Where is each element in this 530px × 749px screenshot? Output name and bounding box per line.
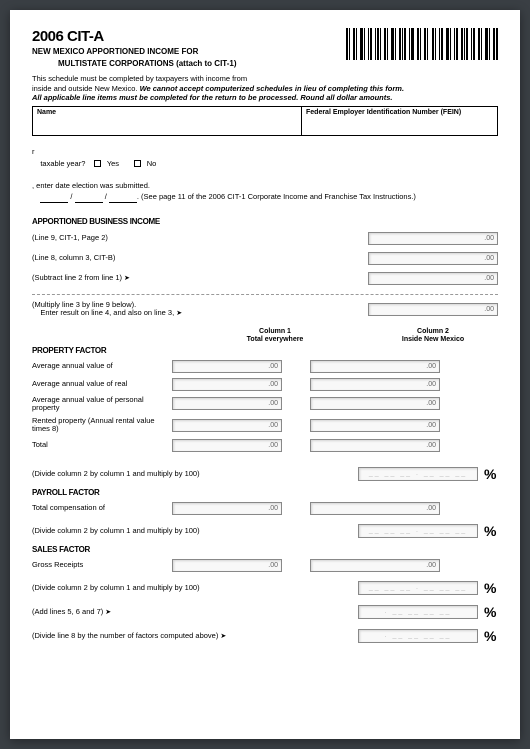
instr-2: inside and outside New Mexico. [32, 84, 140, 93]
instr-bold-2: All applicable line items must be comple… [32, 93, 392, 102]
pct-sign: % [484, 466, 498, 482]
subtitle-1: NEW MEXICO APPORTIONED INCOME FOR [32, 47, 237, 57]
no-label: No [147, 159, 157, 168]
sales-r1-c1[interactable]: .00 [172, 559, 282, 572]
taxable-year-q: taxable year? [40, 159, 85, 168]
instr-bold-1: We cannot accept computerized schedules … [140, 84, 405, 93]
abi-l4-amount[interactable]: .00 [368, 303, 498, 316]
prop-r3-c1[interactable]: .00 [172, 397, 282, 410]
stray-r: r [32, 147, 35, 156]
pct-sign: % [484, 523, 498, 539]
fein-label[interactable]: Federal Employer Identification Number (… [302, 107, 497, 135]
payroll-heading: PAYROLL FACTOR [32, 488, 498, 497]
abi-l2-label: (Line 8, column 3, CIT-B) [32, 254, 368, 263]
sales-final: (Divide line 8 by the number of factors … [32, 628, 498, 644]
form-title: 2006 CIT-A [32, 28, 237, 45]
abi-line3: (Subtract line 2 from line 1) .00 [32, 272, 498, 286]
date-yy[interactable] [109, 194, 137, 203]
sales-add-box[interactable]: . __ __ __ __ [358, 605, 478, 619]
pct-sign: % [484, 628, 498, 644]
no-checkbox[interactable] [134, 160, 141, 167]
pct-sign: % [484, 580, 498, 596]
enter-date-label: , enter date election was submitted. [32, 181, 150, 190]
form-page: 2006 CIT-A NEW MEXICO APPORTIONED INCOME… [10, 10, 520, 739]
col2-header: Column 2Inside New Mexico [368, 328, 498, 343]
col1-header: Column 1Total everywhere [210, 328, 340, 343]
prop-r5-c1[interactable]: .00 [172, 439, 282, 452]
column-headers: Column 1Total everywhere Column 2Inside … [32, 328, 498, 343]
sales-final-label: (Divide line 8 by the number of factors … [32, 631, 358, 640]
prop-r4-c1[interactable]: .00 [172, 419, 282, 432]
prop-r3-label: Average annual value of personal propert… [32, 396, 172, 413]
abi-l3-amount[interactable]: .00 [368, 272, 498, 285]
yes-label: Yes [107, 159, 119, 168]
sales-add: (Add lines 5, 6 and 7) . __ __ __ __ % [32, 604, 498, 620]
pay-divide: (Divide column 2 by column 1 and multipl… [32, 523, 498, 539]
barcode [346, 28, 498, 60]
sales-add-label: (Add lines 5, 6 and 7) [32, 607, 358, 616]
prop-divide: (Divide column 2 by column 1 and multipl… [32, 466, 498, 482]
prop-pct-box[interactable]: __ __ __ . __ __ __ [358, 467, 478, 481]
pay-r1-c1[interactable]: .00 [172, 502, 282, 515]
title-block: 2006 CIT-A NEW MEXICO APPORTIONED INCOME… [32, 28, 237, 68]
prop-r2: Average annual value of real .00 .00 [32, 378, 498, 391]
prop-r1-c2[interactable]: .00 [310, 360, 440, 373]
name-label[interactable]: Name [33, 107, 302, 135]
sales-r1-label: Gross Receipts [32, 561, 172, 569]
abi-line4: (Multiply line 3 by line 9 below). Enter… [32, 301, 498, 319]
prop-r3-c2[interactable]: .00 [310, 397, 440, 410]
pct-sign: % [484, 604, 498, 620]
abi-line2: (Line 8, column 3, CIT-B) .00 [32, 252, 498, 266]
prop-r1-label: Average annual value of [32, 362, 172, 370]
pay-pct-box[interactable]: __ __ __ . __ __ __ [358, 524, 478, 538]
sales-final-box[interactable]: . __ __ __ __ [358, 629, 478, 643]
pay-divide-label: (Divide column 2 by column 1 and multipl… [32, 526, 358, 535]
date-dd[interactable] [75, 194, 103, 203]
instr-1: This schedule must be completed by taxpa… [32, 74, 247, 83]
pay-r1: Total compensation of .00 .00 [32, 502, 498, 515]
prop-r1: Average annual value of .00 .00 [32, 360, 498, 373]
prop-divide-label: (Divide column 2 by column 1 and multipl… [32, 469, 358, 478]
prop-r1-c1[interactable]: .00 [172, 360, 282, 373]
abi-l1-label: (Line 9, CIT-1, Page 2) [32, 234, 368, 243]
prop-r4: Rented property (Annual rental value tim… [32, 417, 498, 434]
name-fein-box: Name Federal Employer Identification Num… [32, 106, 498, 136]
pay-r1-label: Total compensation of [32, 504, 172, 512]
taxable-year-block: r taxable year? Yes No , enter date elec… [32, 146, 498, 202]
date-mm[interactable] [40, 194, 68, 203]
sales-pct-box[interactable]: __ __ __ . __ __ __ [358, 581, 478, 595]
subtitle-2: MULTISTATE CORPORATIONS (attach to CIT-1… [32, 59, 237, 69]
sales-r1-c2[interactable]: .00 [310, 559, 440, 572]
sales-heading: SALES FACTOR [32, 545, 498, 554]
prop-r2-c2[interactable]: .00 [310, 378, 440, 391]
pay-r1-c2[interactable]: .00 [310, 502, 440, 515]
prop-r5-c2[interactable]: .00 [310, 439, 440, 452]
abi-l2-amount[interactable]: .00 [368, 252, 498, 265]
abi-l1-amount[interactable]: .00 [368, 232, 498, 245]
divider [32, 294, 498, 295]
abi-heading: APPORTIONED BUSINESS INCOME [32, 217, 498, 226]
sales-divide: (Divide column 2 by column 1 and multipl… [32, 580, 498, 596]
sales-r1: Gross Receipts .00 .00 [32, 559, 498, 572]
prop-r2-label: Average annual value of real [32, 380, 172, 388]
header: 2006 CIT-A NEW MEXICO APPORTIONED INCOME… [32, 28, 498, 68]
prop-r5: Total .00 .00 [32, 439, 498, 452]
prop-r4-c2[interactable]: .00 [310, 419, 440, 432]
prop-r2-c1[interactable]: .00 [172, 378, 282, 391]
prop-r4-label: Rented property (Annual rental value tim… [32, 417, 172, 434]
sales-divide-label: (Divide column 2 by column 1 and multipl… [32, 583, 358, 592]
abi-line1: (Line 9, CIT-1, Page 2) .00 [32, 232, 498, 246]
prop-r3: Average annual value of personal propert… [32, 396, 498, 413]
see-page: . (See page 11 of the 2006 CIT-1 Corpora… [137, 192, 416, 201]
abi-l3-label: (Subtract line 2 from line 1) [32, 274, 368, 283]
instructions: This schedule must be completed by taxpa… [32, 74, 498, 102]
yes-checkbox[interactable] [94, 160, 101, 167]
abi-l4-label: (Multiply line 3 by line 9 below). Enter… [32, 301, 368, 319]
prop-r5-label: Total [32, 441, 172, 449]
property-heading: PROPERTY FACTOR [32, 346, 498, 355]
